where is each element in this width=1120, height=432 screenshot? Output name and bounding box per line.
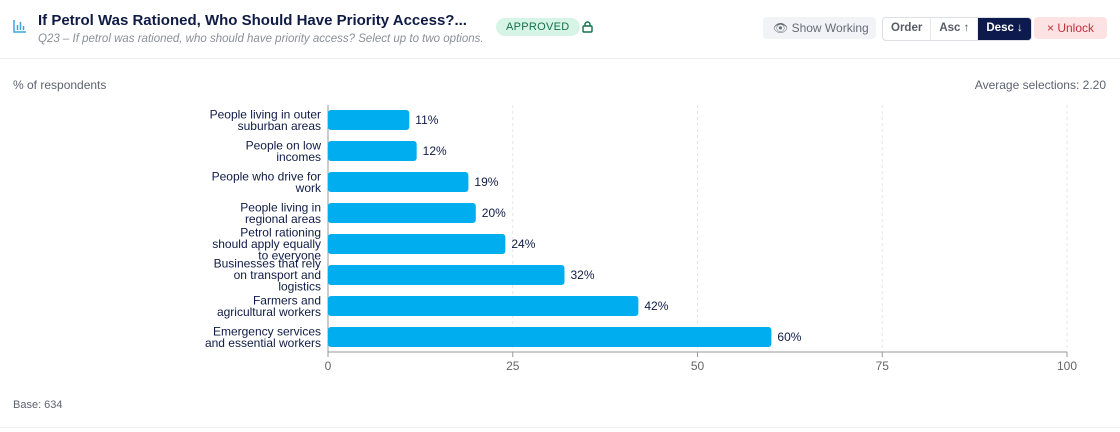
category-label: People on low incomes [246, 138, 322, 164]
bar [328, 141, 417, 161]
bar-chart: 0 25 50 75 100 11% People living in outer subur… [205, 105, 1077, 373]
x-tick-label: 0 [325, 359, 332, 373]
bar-chart-icon [13, 20, 26, 33]
desc-button[interactable]: Desc ↓ [978, 18, 1031, 40]
bar [328, 110, 410, 130]
footer-divider [0, 427, 1120, 428]
data-label: 12% [423, 144, 447, 158]
order-toggle: Order Asc ↑ Desc ↓ [882, 17, 1032, 41]
category-label: Businesses that rely on transport and logi… [214, 257, 321, 294]
data-label: 11% [415, 113, 438, 127]
category-label: People living in regional areas [240, 200, 321, 226]
order-label: Order [883, 18, 932, 40]
bar [328, 327, 772, 347]
x-tick-label: 50 [691, 359, 705, 373]
eye-icon: 👁︎ [773, 21, 792, 35]
bar [328, 172, 469, 192]
bar [328, 203, 476, 223]
data-label: 60% [777, 330, 801, 344]
status-badge: APPROVED [496, 18, 580, 36]
show-working-label: Show Working [791, 21, 869, 35]
show-working-button[interactable]: 👁︎ Show Working [763, 17, 876, 39]
data-label: 42% [644, 299, 668, 313]
asc-button[interactable]: Asc ↑ [931, 18, 979, 40]
base-count: Base: 634 [13, 399, 63, 411]
question-subtitle: Q23 – If petrol was rationed, who should… [38, 33, 484, 45]
bar [328, 296, 639, 316]
x-tick-label: 75 [876, 359, 890, 373]
data-label: 32% [570, 268, 594, 282]
category-label: People living in outer suburban areas [210, 107, 321, 133]
average-selections: Average selections: 2.20 [974, 78, 1106, 92]
lock-icon [582, 21, 593, 33]
bar [328, 234, 506, 254]
unlock-button[interactable]: × Unlock [1034, 17, 1107, 39]
bar [328, 265, 565, 285]
category-label: People who drive for work [212, 169, 322, 195]
axis-label: % of respondents [13, 78, 107, 92]
chart-header: If Petrol Was Rationed, Who Should Have … [0, 0, 1120, 59]
x-tick-label: 25 [506, 359, 520, 373]
data-label: 19% [474, 175, 498, 189]
chart-title: If Petrol Was Rationed, Who Should Have … [38, 12, 467, 29]
data-label: 20% [482, 206, 506, 220]
category-label: Farmers and agricultural workers [217, 293, 321, 319]
data-label: 24% [511, 237, 535, 251]
category-label: Petrol rationing should apply equally to e… [212, 226, 321, 263]
category-label: Emergency services and essential workers [205, 324, 321, 350]
x-tick-label: 100 [1057, 359, 1077, 373]
